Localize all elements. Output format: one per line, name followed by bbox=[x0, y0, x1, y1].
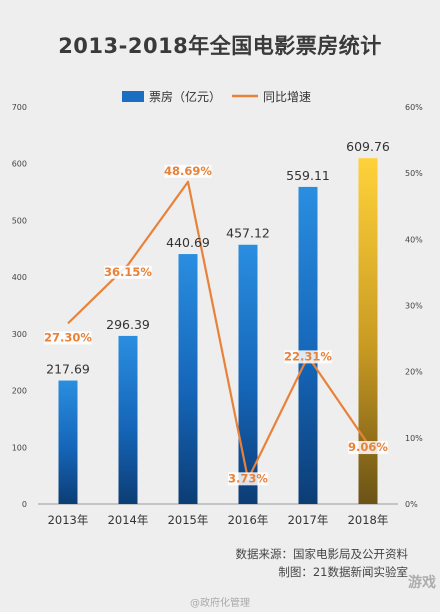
growth-value-label: 36.15% bbox=[104, 265, 152, 279]
growth-value-label: 27.30% bbox=[44, 330, 92, 344]
growth-label-box bbox=[44, 331, 92, 345]
x-tick-label: 2013年 bbox=[48, 513, 89, 527]
y2-tick-label: 20% bbox=[405, 368, 423, 377]
bar-2013年 bbox=[58, 380, 78, 504]
bar-value-label: 217.69 bbox=[46, 362, 90, 377]
weibo-handle: @政府化管理 bbox=[190, 598, 250, 609]
legend-line-label: 同比增速 bbox=[263, 90, 311, 104]
growth-label-box bbox=[104, 265, 152, 279]
y-tick-label: 600 bbox=[12, 160, 27, 169]
legend-bar-swatch bbox=[122, 91, 144, 102]
y-tick-label: 0 bbox=[22, 500, 27, 509]
bar-value-label: 296.39 bbox=[106, 317, 150, 332]
growth-value-label: 48.69% bbox=[164, 164, 212, 178]
bar-2016年 bbox=[238, 244, 258, 504]
bar-2015年 bbox=[178, 254, 198, 504]
x-tick-label: 2015年 bbox=[168, 513, 209, 527]
bar-2018年 bbox=[358, 158, 378, 505]
y2-tick-label: 40% bbox=[405, 235, 423, 244]
y-tick-label: 700 bbox=[12, 103, 27, 112]
bar-value-label: 457.12 bbox=[226, 226, 270, 241]
growth-label-box bbox=[284, 350, 332, 364]
legend: 票房（亿元） 同比增速 bbox=[122, 89, 311, 104]
bar-value-label: 559.11 bbox=[286, 168, 330, 183]
x-tick-label: 2017年 bbox=[288, 513, 329, 527]
bar-2014年 bbox=[118, 335, 138, 504]
x-tick-label: 2018年 bbox=[348, 513, 389, 527]
y2-tick-label: 50% bbox=[405, 169, 423, 178]
y2-tick-label: 0% bbox=[405, 500, 418, 509]
growth-value-label: 3.73% bbox=[228, 471, 268, 485]
x-tick-label: 2014年 bbox=[108, 513, 149, 527]
y-tick-label: 400 bbox=[12, 273, 27, 282]
bar-2017年 bbox=[298, 186, 318, 504]
y-tick-label: 500 bbox=[12, 216, 27, 225]
credit-line: 制图：21数据新闻实验室 bbox=[278, 565, 408, 579]
y2-tick-label: 60% bbox=[405, 103, 423, 112]
bar-value-label: 440.69 bbox=[166, 235, 210, 250]
legend-bar-label: 票房（亿元） bbox=[149, 89, 221, 104]
axes: 0 100 200 300 400 500 600 700 0% 10% 20% 30% 40% 50% 6… bbox=[12, 103, 423, 527]
watermark: 游戏 bbox=[408, 575, 436, 591]
data-labels: 217.69 296.39 440.69 457.12 559.11 609.76 27.3… bbox=[44, 139, 390, 486]
bar-value-label: 609.76 bbox=[346, 139, 390, 154]
y2-tick-label: 30% bbox=[405, 302, 423, 311]
y-tick-label: 300 bbox=[12, 330, 27, 339]
growth-label-box bbox=[228, 472, 268, 486]
chart-title: 2013-2018年全国电影票房统计 bbox=[58, 34, 382, 58]
y-tick-label: 200 bbox=[12, 387, 27, 396]
bars bbox=[58, 158, 378, 505]
y-tick-label: 100 bbox=[12, 443, 27, 452]
x-tick-label: 2016年 bbox=[228, 513, 269, 527]
y2-tick-label: 10% bbox=[405, 434, 423, 443]
growth-value-label: 9.06% bbox=[348, 440, 388, 454]
growth-label-box bbox=[164, 164, 212, 178]
growth-label-box bbox=[348, 441, 388, 455]
growth-value-label: 22.31% bbox=[284, 349, 332, 363]
source-line: 数据来源：国家电影局及公开资料 bbox=[235, 547, 409, 561]
